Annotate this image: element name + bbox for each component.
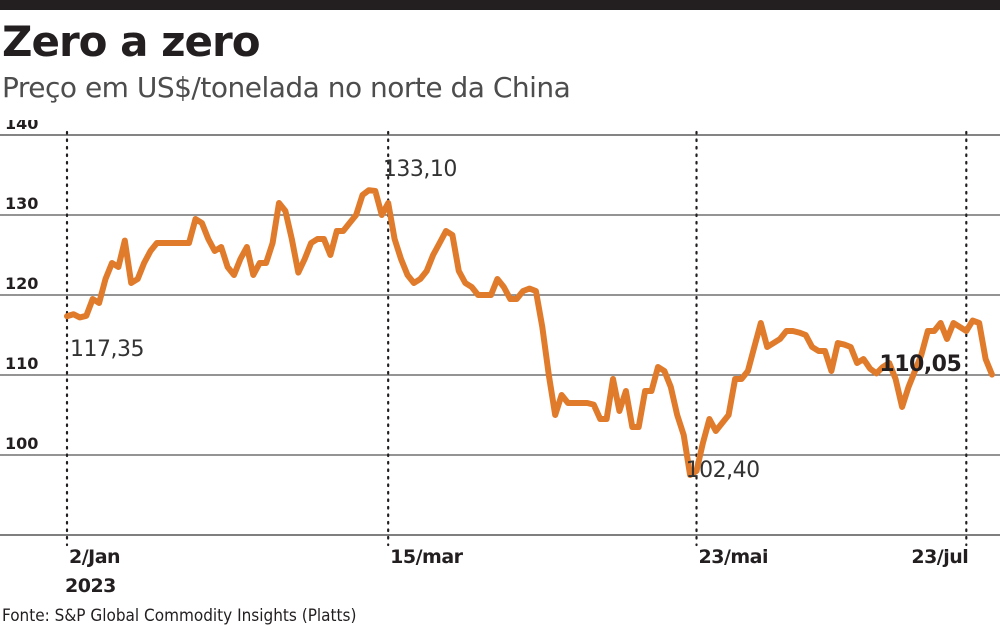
y-axis: 100 110 120 130 140 (5, 120, 38, 453)
x-axis: 2/Jan 15/mar 23/mai 23/jul 2023 (65, 546, 969, 597)
y-tick-label: 100 (5, 434, 38, 453)
gridlines (0, 134, 1000, 536)
y-tick-label: 130 (5, 194, 38, 213)
chart-title: Zero a zero (2, 17, 261, 66)
source-note: Fonte: S&P Global Commodity Insights (Pl… (2, 606, 357, 626)
value-annotation: 117,35 (70, 337, 144, 362)
y-tick-label: 140 (5, 120, 38, 133)
x-tick-label: 15/mar (390, 546, 463, 568)
price-line (64, 187, 995, 478)
annotations: 117,35 133,10 102,40 110,05 (70, 157, 962, 483)
year-label: 2023 (65, 575, 116, 597)
date-markers (65, 130, 968, 547)
y-tick-label: 120 (5, 274, 38, 293)
value-annotation: 133,10 (383, 157, 457, 182)
price-series (64, 187, 995, 478)
x-tick-label: 23/mai (699, 546, 769, 568)
x-tick-label: 2/Jan (69, 546, 120, 568)
y-tick-label: 110 (5, 354, 38, 373)
top-bar (0, 0, 1000, 10)
value-annotation: 110,05 (879, 352, 961, 377)
x-tick-label: 23/jul (911, 546, 968, 568)
chart-subtitle: Preço em US$/tonelada no norte da China (2, 71, 571, 104)
value-annotation: 102,40 (686, 458, 760, 483)
